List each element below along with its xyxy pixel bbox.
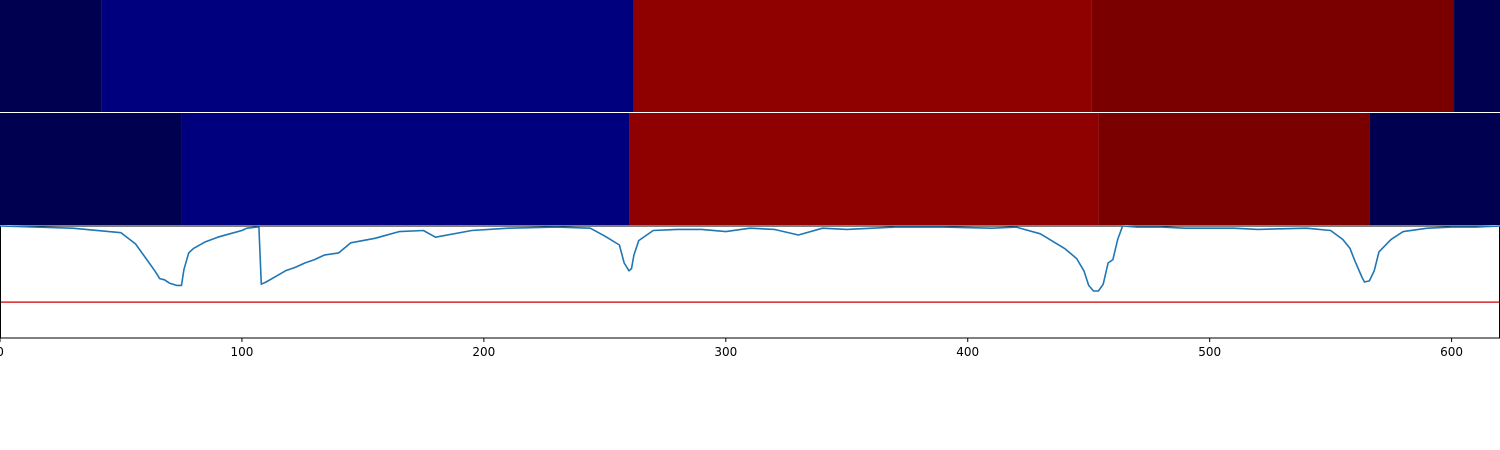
x-tick-label: 300 [714, 345, 737, 359]
series-line [0, 225, 1500, 292]
x-tick-label: 600 [1440, 345, 1463, 359]
segment-bar [0, 0, 102, 112]
segment-bar [629, 113, 1099, 225]
x-tick-label: 400 [956, 345, 979, 359]
plot-area-frame [0, 225, 1500, 339]
line-plot [0, 225, 1500, 339]
segment-bar [101, 0, 634, 112]
series-group [0, 225, 1500, 292]
segment-bar [1098, 113, 1370, 225]
x-axis: 0 100 200 300 400 500 600 [0, 338, 1463, 359]
x-tick-label: 0 [0, 345, 4, 359]
x-tick-label: 100 [230, 345, 253, 359]
segment-bars [0, 0, 1500, 225]
segment-bar [1454, 0, 1500, 112]
segment-bar [1091, 0, 1455, 112]
segment-bar [181, 113, 630, 225]
segment-bar [1369, 113, 1500, 225]
segment-row-1 [0, 0, 1500, 112]
x-tick-label: 500 [1198, 345, 1221, 359]
segment-row-2 [0, 113, 1500, 225]
segment-bar [633, 0, 1092, 112]
x-tick-label: 200 [472, 345, 495, 359]
segment-bar [0, 113, 182, 225]
